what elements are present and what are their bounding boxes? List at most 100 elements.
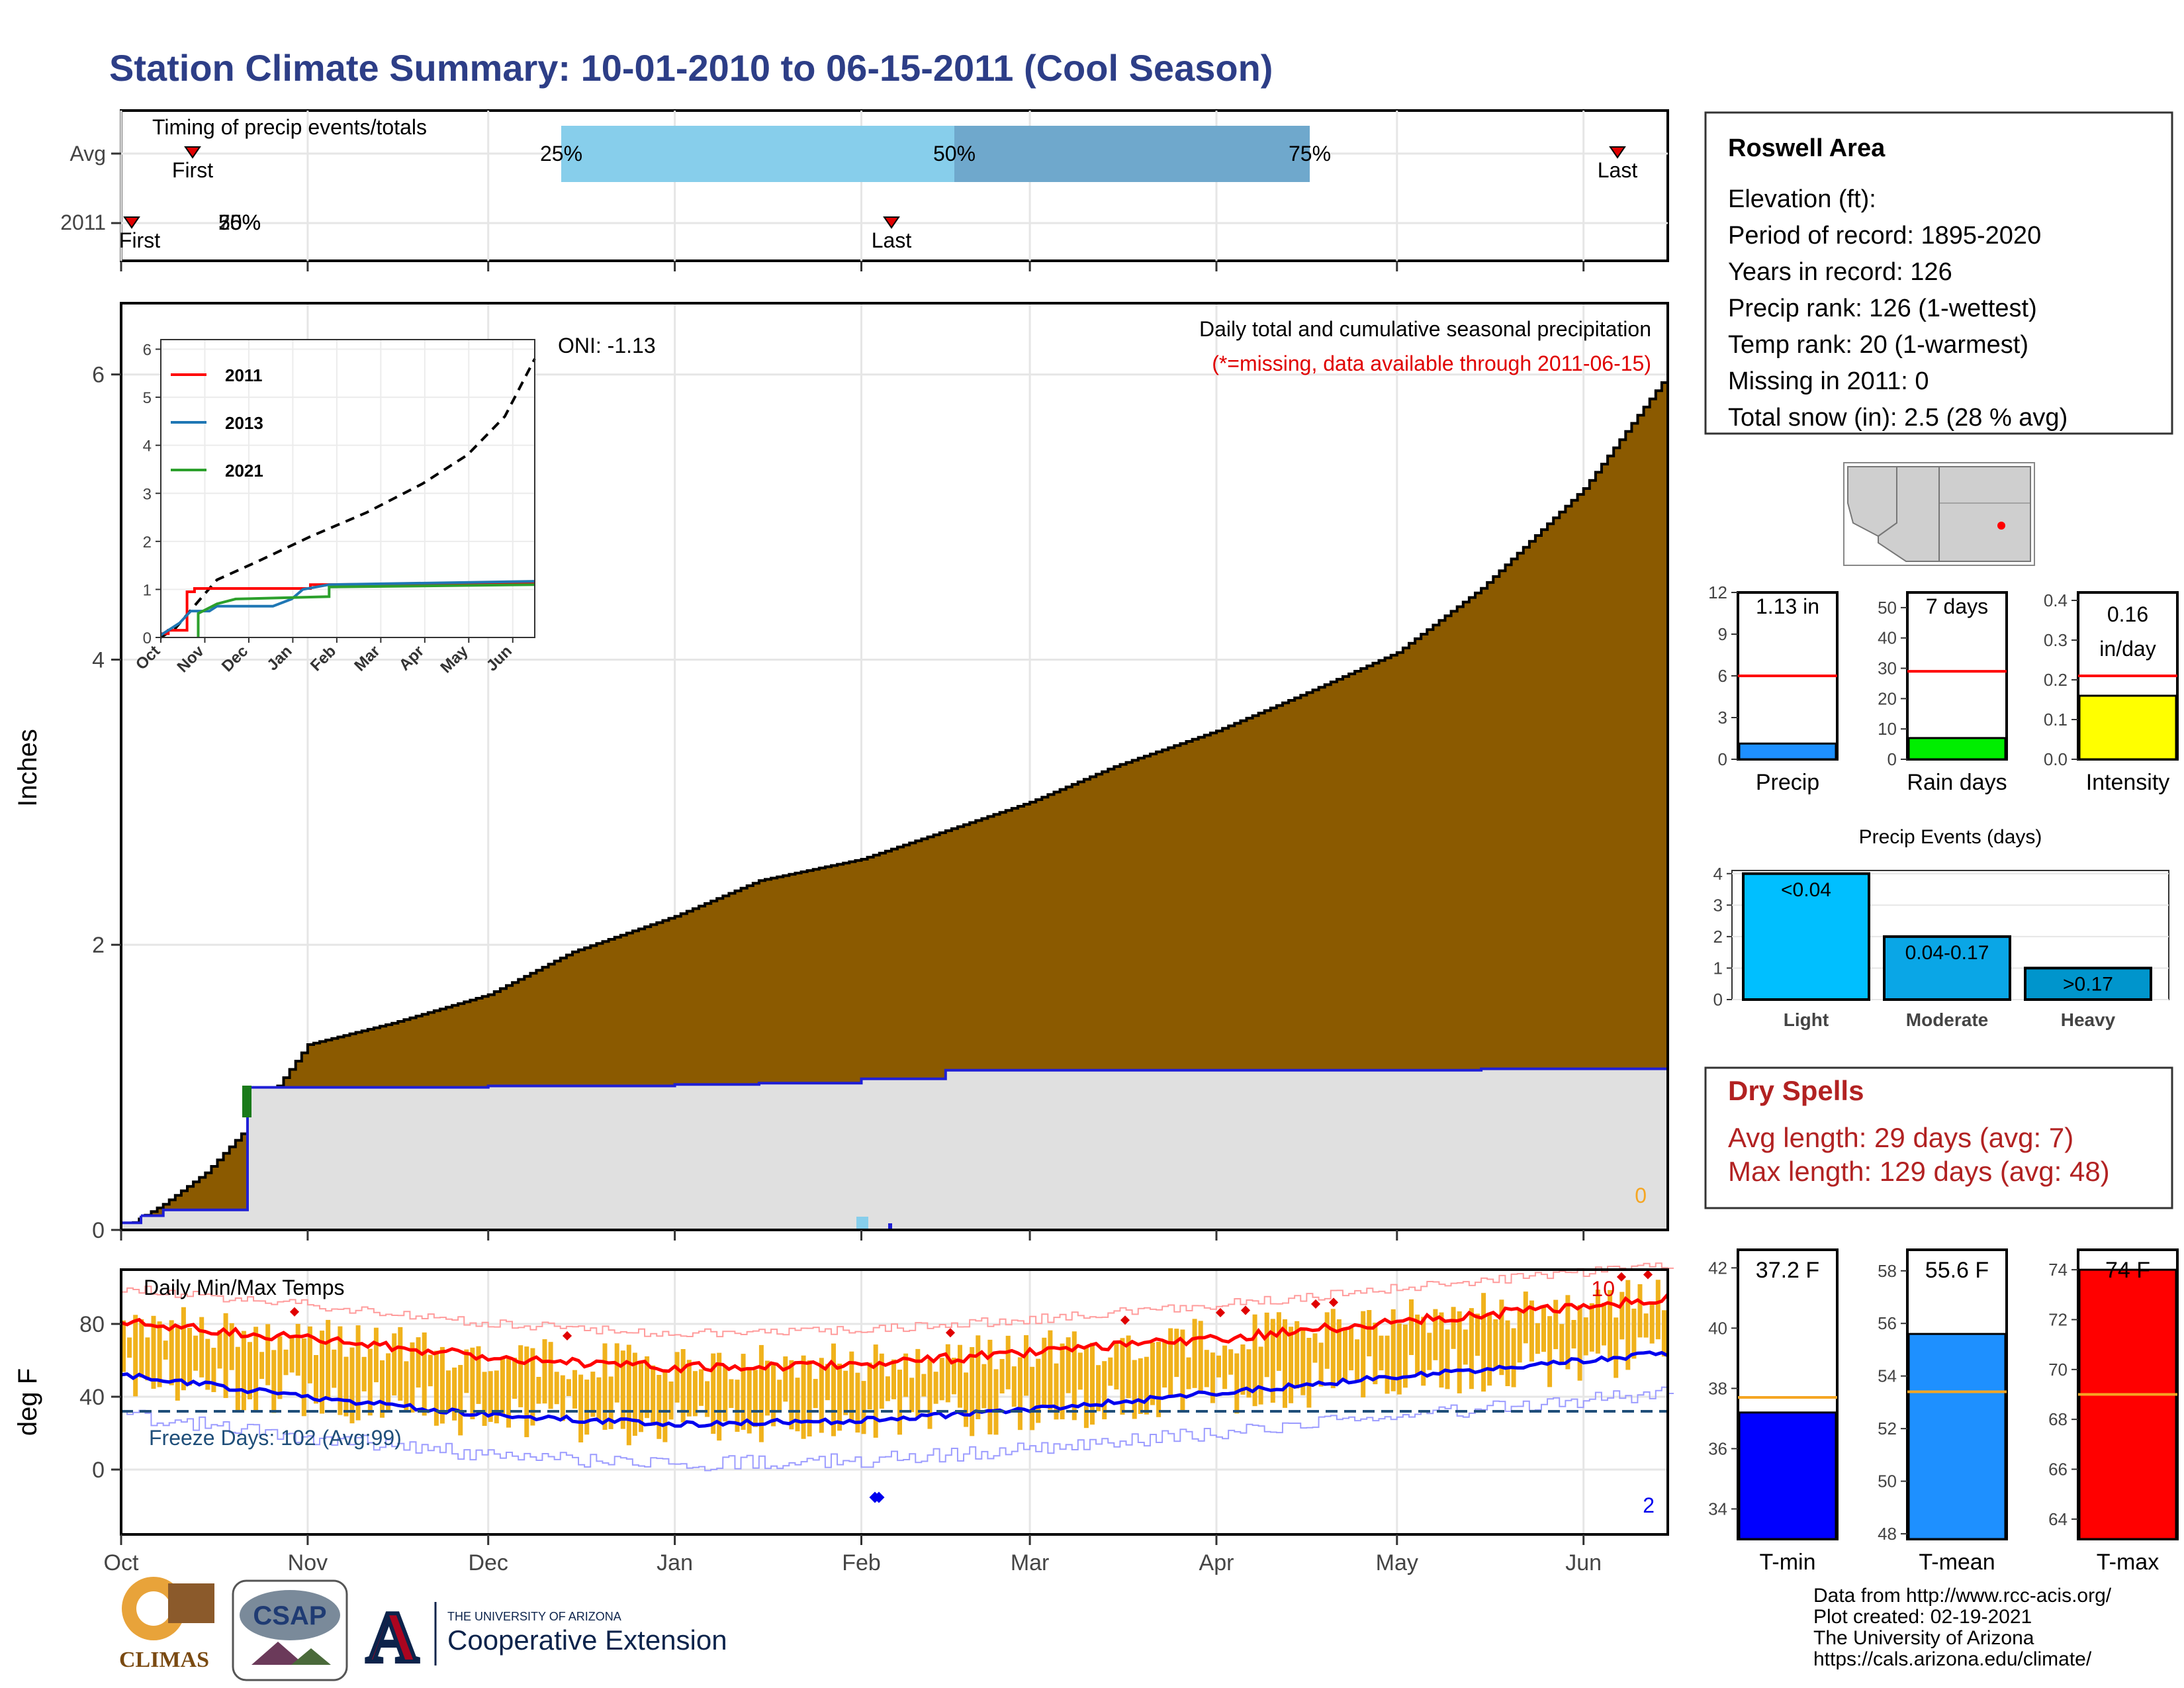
raindays-frame	[1906, 591, 2008, 761]
tmin-bar	[1738, 1411, 1837, 1540]
precip-ylabel: Inches	[13, 729, 42, 807]
station-period: Period of record: 1895-2020	[1728, 222, 2041, 250]
footer-credits: Data from http://www.rcc-acis.org/ Plot …	[1813, 1585, 2112, 1670]
freeze-label: Freeze Days: 102 (Avg:99)	[149, 1426, 402, 1450]
precip-ytick: 4	[92, 647, 105, 673]
precip-ytick: 2	[92, 933, 105, 958]
tmean-label: T-mean	[1919, 1550, 1995, 1575]
legend-2011: 2011	[225, 365, 262, 385]
intensity-ytick: 0.1	[2044, 710, 2068, 729]
intensity-bar	[2078, 694, 2177, 761]
events-bar-label: <0.04	[1781, 879, 1831, 901]
timing-title: Timing of precip events/totals	[152, 115, 427, 139]
tmean-ytick: 54	[1878, 1366, 1897, 1386]
climas-logo: CLIMAS	[119, 1577, 214, 1672]
daily-temp-bars	[121, 1280, 1666, 1446]
month-label: Jan	[657, 1550, 693, 1575]
station-info: Roswell Area Elevation (ft): Period of r…	[1704, 111, 2173, 435]
intensity-value: 0.16	[2107, 602, 2148, 626]
season-total-bars: 0 3 6 9 12 1.13 in Precip 0 10 20 30 40 50 7 days Rain…	[1708, 583, 2179, 795]
season-temp-bars: 34 36 38 40 42 37.2 F T-min 48 50 52 54 56 58 55.6 F T…	[1708, 1248, 2179, 1575]
precip-events-chart: Precip Events (days) 0 1 2 3 4 <0.04 Light 0.04…	[1713, 826, 2169, 1030]
record-high-marker	[1215, 1307, 1226, 1318]
tmean-ytick: 50	[1878, 1472, 1897, 1491]
events-category: Heavy	[2061, 1009, 2116, 1030]
ua-big-text: Cooperative Extension	[447, 1624, 727, 1656]
footer-url: https://cals.arizona.edu/climate/	[1813, 1648, 2092, 1670]
ua-logo: A THE UNIVERSITY OF ARIZONA Cooperative …	[364, 1595, 727, 1679]
inset-2021-line	[197, 583, 535, 637]
record-high-marker	[289, 1307, 300, 1317]
tmax-ytick: 72	[2048, 1309, 2068, 1329]
row-label-avg: Avg	[69, 142, 106, 165]
events-ytick: 4	[1713, 864, 1723, 884]
ua-small-text: THE UNIVERSITY OF ARIZONA	[447, 1610, 621, 1623]
tmean-bar	[1907, 1333, 2007, 1540]
month-label: Apr	[1199, 1550, 1234, 1575]
temp-ylabel: deg F	[13, 1368, 42, 1436]
tmean-ytick: 58	[1878, 1261, 1897, 1281]
station-temp-rank: Temp rank: 20 (1-warmest)	[1728, 331, 2028, 359]
cur-last-label: Last	[872, 228, 912, 252]
temp-ytick: 40	[79, 1385, 105, 1410]
inset-ytick: 5	[143, 389, 152, 407]
month-label: Jun	[1565, 1550, 1602, 1575]
normal-band-25-50	[561, 126, 954, 182]
events-bar-label: >0.17	[2063, 973, 2113, 995]
precip-heading: Daily total and cumulative seasonal prec…	[1199, 317, 1651, 341]
climas-wordmark: CLIMAS	[119, 1648, 209, 1672]
station-location-dot	[1997, 522, 2005, 530]
tmean-ytick: 52	[1878, 1419, 1897, 1438]
inset-2011-line	[161, 582, 535, 635]
month-label: May	[1376, 1550, 1418, 1575]
avg-cumulative-area	[121, 374, 1669, 1231]
avg-min-line	[120, 1350, 1669, 1429]
missing-note: (*=missing, data available through 2011-…	[1212, 352, 1651, 375]
raindays-label: Rain days	[1907, 770, 2007, 795]
tmax-ytick: 70	[2048, 1360, 2068, 1380]
raindays-bar	[1907, 737, 2007, 761]
ua-block-a: A	[366, 1597, 418, 1677]
intensity-ytick: 0.2	[2044, 670, 2068, 690]
intensity-ytick: 0.4	[2044, 590, 2068, 610]
legend-2013: 2013	[225, 413, 263, 433]
events-ytick: 3	[1713, 895, 1723, 915]
tmax-value: 74 F	[2105, 1258, 2150, 1283]
record-low-marker	[873, 1491, 885, 1503]
dry-spells-title: Dry Spells	[1728, 1075, 1864, 1106]
month-label: Nov	[288, 1550, 328, 1575]
tmin-ytick: 40	[1708, 1318, 1727, 1338]
legend-2021: 2021	[225, 461, 263, 481]
locator-map	[1843, 462, 2035, 566]
events-category: Light	[1784, 1009, 1829, 1030]
month-label: Feb	[842, 1550, 881, 1575]
events-ytick: 2	[1713, 927, 1723, 947]
intensity-unit: in/day	[2099, 637, 2156, 661]
inset-ytick: 4	[143, 438, 152, 455]
record-high-marker	[1240, 1305, 1251, 1315]
dry-spells-avg: Avg length: 29 days (avg: 7)	[1728, 1122, 2073, 1153]
events-category: Moderate	[1906, 1009, 1988, 1030]
events-bar	[2024, 966, 2152, 1001]
tmax-ytick: 64	[2048, 1509, 2068, 1529]
tmin-ytick: 38	[1708, 1378, 1727, 1398]
cur-first-label: First	[119, 228, 160, 252]
month-label: Mar	[1011, 1550, 1050, 1575]
precip-ytick: 0	[1718, 749, 1727, 769]
events-ytick: 0	[1713, 990, 1723, 1009]
events-ytick: 1	[1713, 958, 1723, 978]
station-precip-rank: Precip rank: 126 (1-wettest)	[1728, 295, 2037, 322]
inset-2013-line	[159, 580, 535, 637]
tmean-ytick: 56	[1878, 1313, 1897, 1333]
raindays-ytick: 30	[1878, 659, 1897, 679]
intensity-label: Intensity	[2086, 770, 2170, 795]
station-years: Years in record: 126	[1728, 258, 1952, 286]
cur-cumulative-area	[120, 1067, 1669, 1231]
month-axis: Oct Nov Dec Jan Feb Mar Apr May Jun	[104, 261, 1602, 1575]
inset-ytick: 1	[143, 581, 152, 599]
temp-ytick: 0	[92, 1458, 105, 1483]
tmax-ytick: 68	[2048, 1409, 2068, 1429]
dry-spells-box: Dry Spells Avg length: 29 days (avg: 7) …	[1704, 1066, 2173, 1209]
